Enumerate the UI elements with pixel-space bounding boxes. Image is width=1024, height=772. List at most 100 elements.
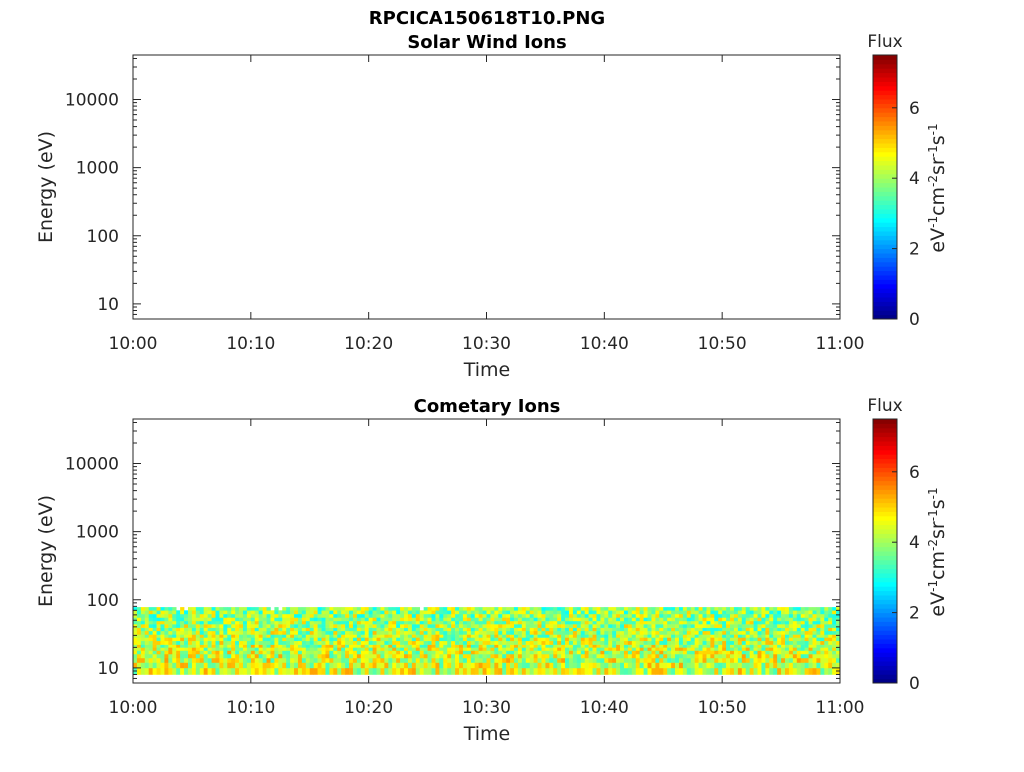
- spectrogram-cell: [235, 637, 240, 642]
- spectrogram-cell: [549, 613, 554, 618]
- spectrogram-cell: [741, 650, 747, 655]
- spectrogram-cell: [152, 634, 157, 638]
- spectrogram-cell: [541, 630, 546, 635]
- spectrogram-cell: [600, 657, 605, 663]
- spectrogram-cell: [144, 662, 150, 669]
- colorbar-tick-label: 4: [909, 169, 920, 189]
- spectrogram-cell: [616, 634, 621, 638]
- spectrogram-cell: [494, 607, 499, 611]
- spectrogram-cell: [223, 650, 228, 655]
- spectrogram-cell: [513, 607, 519, 611]
- spectrogram-cell: [616, 640, 621, 645]
- spectrogram-cell: [792, 617, 798, 622]
- spectrogram-cell: [368, 607, 373, 611]
- spectrogram-cell: [207, 637, 212, 642]
- spectrogram-cell: [203, 650, 208, 655]
- spectrogram-cell: [796, 653, 802, 659]
- spectrogram-cell: [317, 627, 322, 632]
- spectrogram-cell: [321, 647, 326, 651]
- spectrogram-cell: [816, 610, 821, 615]
- spectrogram-cell: [239, 647, 244, 651]
- spectrogram-cell: [506, 607, 511, 611]
- spectrogram-cell: [297, 637, 303, 642]
- spectrogram-cell: [305, 620, 311, 625]
- spectrogram-cell: [144, 640, 150, 645]
- spectrogram-cell: [671, 617, 676, 622]
- spectrogram-cell: [372, 657, 377, 663]
- spectrogram-cell: [372, 662, 377, 669]
- spectrogram-cell: [172, 620, 177, 625]
- spectrogram-cell: [384, 620, 389, 625]
- spectrogram-cell: [694, 667, 699, 675]
- spectrogram-cell: [203, 617, 208, 622]
- x-tick-label: 10:30: [462, 698, 511, 718]
- spectrogram-cell: [270, 650, 275, 655]
- spectrogram-cell: [368, 617, 373, 622]
- spectrogram-cell: [808, 653, 813, 659]
- spectrogram-cell: [380, 647, 385, 651]
- spectrogram-cell: [447, 607, 452, 611]
- spectrogram-cell: [470, 617, 476, 622]
- spectrogram-cell: [282, 650, 287, 655]
- spectrogram-cell: [490, 667, 495, 675]
- spectrogram-cell: [321, 607, 326, 611]
- spectrogram-cell: [337, 667, 342, 675]
- spectrogram-cell: [651, 640, 656, 645]
- spectrogram-cell: [223, 624, 228, 628]
- spectrogram-cell: [199, 620, 204, 625]
- spectrogram-cell: [572, 640, 578, 645]
- spectrogram-cell: [349, 667, 354, 675]
- spectrogram-cell: [525, 630, 531, 635]
- spectrogram-cell: [349, 653, 354, 659]
- spectrogram-cell: [231, 667, 236, 675]
- spectrogram-cell: [294, 650, 299, 655]
- spectrogram-cell: [313, 640, 318, 645]
- spectrogram-cell: [451, 653, 456, 659]
- spectrogram-cell: [612, 650, 617, 655]
- spectrogram-cell: [345, 613, 350, 618]
- spectrogram-cell: [309, 653, 314, 659]
- spectrogram-cell: [745, 667, 750, 675]
- spectrogram-cell: [313, 667, 318, 675]
- spectrogram-cell: [690, 630, 695, 635]
- spectrogram-cell: [411, 627, 417, 632]
- spectrogram-cell: [356, 610, 362, 615]
- spectrogram-cell: [466, 607, 472, 611]
- spectrogram-cell: [722, 667, 727, 675]
- spectrogram-cell: [380, 637, 385, 642]
- spectrogram-cell: [553, 627, 558, 632]
- spectrogram-cell: [690, 647, 695, 651]
- spectrogram-cell: [435, 627, 440, 632]
- spectrogram-cell: [313, 620, 318, 625]
- spectrogram-cell: [478, 662, 483, 669]
- spectrogram-cell: [180, 637, 185, 642]
- spectrogram-cell: [769, 653, 774, 659]
- spectrogram-cell: [832, 662, 837, 669]
- spectrogram-cell: [329, 610, 334, 615]
- spectrogram-cell: [592, 662, 597, 669]
- colorbar-swatch: [873, 160, 897, 166]
- spectrogram-cell: [427, 637, 432, 642]
- spectrogram-cell: [533, 613, 538, 618]
- spectrogram-cell: [510, 624, 515, 628]
- spectrogram-cell: [156, 647, 161, 651]
- spectrogram-cell: [702, 640, 707, 645]
- spectrogram-cell: [773, 624, 778, 628]
- spectrogram-cell: [792, 624, 798, 628]
- spectrogram-cell: [718, 662, 723, 669]
- spectrogram-cell: [553, 617, 558, 622]
- spectrogram-cell: [144, 607, 150, 611]
- y-tick-label: 10000: [65, 455, 119, 475]
- spectrogram-cell: [608, 637, 613, 642]
- spectrogram-cell: [659, 624, 664, 628]
- spectrogram-cell: [160, 657, 165, 663]
- spectrogram-cell: [136, 624, 142, 628]
- spectrogram-cell: [832, 644, 837, 648]
- spectrogram-cell: [565, 650, 570, 655]
- spectrogram-cell: [164, 627, 169, 632]
- spectrogram-cell: [608, 617, 613, 622]
- spectrogram-cell: [773, 662, 778, 669]
- x-tick-label: 10:00: [109, 698, 158, 718]
- colorbar-swatch: [873, 187, 897, 192]
- spectrogram-cell: [561, 662, 566, 669]
